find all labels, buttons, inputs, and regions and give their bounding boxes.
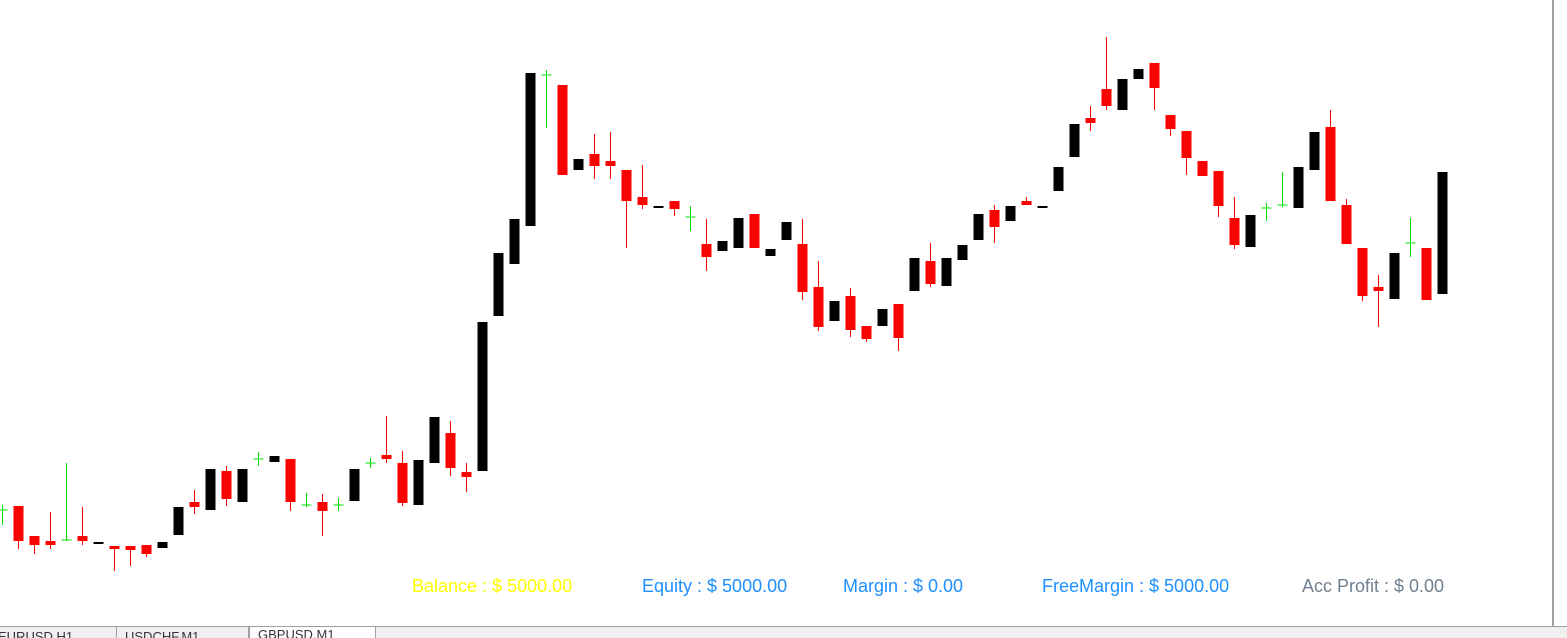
candle-body	[781, 222, 792, 240]
candle-body	[269, 456, 280, 462]
candle-body	[973, 214, 984, 240]
candle-body	[1213, 171, 1224, 206]
candle-body	[1037, 206, 1048, 208]
candle-body	[285, 459, 296, 502]
candle-body	[877, 309, 888, 326]
candle-body	[909, 258, 920, 291]
tab-bar: EURUSD,H1 USDCHF,M1 GBPUSD,M1	[0, 626, 1567, 638]
candle-body	[701, 244, 712, 257]
candle-body	[557, 85, 568, 175]
candle-body	[989, 210, 1000, 227]
candle-body	[749, 214, 760, 248]
candle-body	[77, 536, 88, 541]
candle-body	[1373, 287, 1384, 291]
candle-body	[957, 245, 968, 260]
chart-tab[interactable]: EURUSD,H1	[0, 627, 117, 638]
candle-body	[1341, 205, 1352, 244]
candle-body	[93, 542, 104, 544]
candle-body	[1229, 218, 1240, 245]
candle-body	[1357, 248, 1368, 296]
candle-body	[861, 326, 872, 339]
candle-body	[157, 542, 168, 548]
candle-body	[1005, 206, 1016, 221]
candle-body	[461, 472, 472, 477]
candle-body	[381, 455, 392, 459]
candle-body	[1117, 79, 1128, 110]
candle-body	[925, 261, 936, 284]
candle-body	[733, 218, 744, 248]
candle-body	[845, 296, 856, 330]
candle-body	[893, 304, 904, 338]
candle-body	[765, 249, 776, 256]
candle-body	[109, 546, 120, 549]
candle-body	[349, 469, 360, 501]
candle-body	[1085, 118, 1096, 123]
candle-body	[1421, 248, 1432, 300]
candle-body	[125, 546, 136, 550]
candle-body	[45, 541, 56, 545]
candle-body	[173, 507, 184, 535]
candle-body	[413, 460, 424, 505]
candle-body	[1389, 253, 1400, 299]
candle-body	[829, 301, 840, 321]
candle-body	[1101, 89, 1112, 106]
account-info: Equity : $ 5000.00	[642, 576, 787, 596]
candle-body	[1069, 124, 1080, 157]
candle-body	[29, 536, 40, 545]
candle-body	[525, 73, 536, 226]
candle-body	[317, 502, 328, 511]
candle-body	[605, 161, 616, 166]
candle-body	[797, 244, 808, 292]
candle-body	[13, 506, 24, 541]
candle-body	[205, 469, 216, 510]
candle-body	[141, 545, 152, 554]
candle-body	[1053, 167, 1064, 191]
candle-body	[1197, 161, 1208, 176]
candle-body	[653, 206, 664, 208]
chart-tab[interactable]: GBPUSD,M1	[249, 627, 376, 638]
candle-body	[397, 463, 408, 503]
candle-body	[189, 502, 200, 507]
candle-body	[813, 287, 824, 327]
candle-body	[509, 219, 520, 264]
candle-body	[1325, 127, 1336, 201]
candle-body	[1437, 172, 1448, 294]
chart-tab[interactable]: USDCHF,M1	[117, 627, 249, 638]
account-info: Margin : $ 0.00	[843, 576, 963, 596]
candle-body	[237, 469, 248, 502]
candle-body	[637, 197, 648, 205]
account-info: Balance : $ 5000.00	[412, 576, 572, 596]
candle-body	[1181, 131, 1192, 158]
candle-body	[1149, 63, 1160, 88]
candle-body	[1293, 167, 1304, 208]
candle-body	[445, 433, 456, 468]
candle-body	[669, 201, 680, 209]
candle-body	[221, 471, 232, 499]
candle-body	[1309, 132, 1320, 170]
candle-body	[429, 417, 440, 463]
candle-body	[941, 258, 952, 286]
candle-body	[1245, 215, 1256, 247]
account-info: FreeMargin : $ 5000.00	[1042, 576, 1229, 596]
candle-body	[477, 322, 488, 471]
candle-body	[589, 154, 600, 166]
candle-body	[621, 170, 632, 201]
account-info: Acc Profit : $ 0.00	[1302, 576, 1444, 596]
candle-body	[717, 241, 728, 251]
candle-body	[493, 253, 504, 316]
candle-body	[573, 159, 584, 170]
candle-body	[1021, 201, 1032, 205]
candle-body	[1165, 115, 1176, 129]
candle-body	[1133, 69, 1144, 79]
